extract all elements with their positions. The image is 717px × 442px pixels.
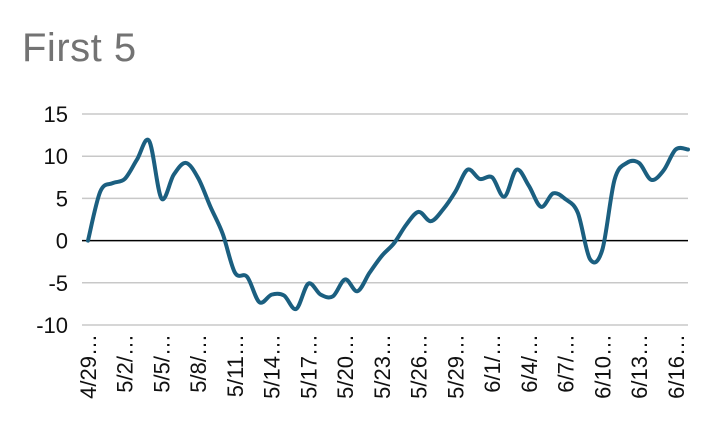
- x-tick-label: 6/16…: [664, 334, 689, 399]
- y-tick-label: -5: [48, 271, 68, 296]
- series-line: [86, 137, 690, 312]
- x-tick-label: 5/5/…: [149, 334, 174, 393]
- x-tick-label: 5/20…: [333, 334, 358, 399]
- y-tick-label: 10: [44, 144, 68, 169]
- x-tick-label: 5/17…: [296, 334, 321, 399]
- x-tick-label: 6/13…: [627, 334, 652, 399]
- x-tick-label: 5/8/…: [186, 334, 211, 393]
- x-tick-label: 5/23…: [370, 334, 395, 399]
- x-axis-ticks: 4/29… 5/2/… 5/5/… 5/8/… 5/11… 5/14… 5/17… 5/20……: [76, 334, 689, 399]
- series-layer: [86, 137, 690, 312]
- y-axis-ticks: -10 -5 0 5 10 15: [36, 102, 68, 338]
- y-tick-label: 0: [56, 229, 68, 254]
- x-tick-label: 5/11…: [223, 334, 248, 397]
- x-tick-label: 6/10…: [590, 334, 615, 399]
- y-tick-label: 15: [44, 102, 68, 127]
- gridlines: [82, 113, 688, 326]
- x-tick-label: 5/29…: [443, 334, 468, 399]
- chart-title: First 5: [22, 26, 137, 70]
- x-tick-label: 6/7/…: [554, 334, 579, 393]
- x-tick-label: 5/26…: [407, 334, 432, 399]
- x-tick-label: 6/4/…: [517, 334, 542, 393]
- x-tick-label: 5/14…: [260, 334, 285, 399]
- x-tick-label: 5/2/…: [113, 334, 138, 393]
- y-tick-label: -10: [36, 313, 68, 338]
- x-tick-label: 6/1/…: [480, 334, 505, 393]
- x-tick-label: 4/29…: [76, 334, 101, 399]
- y-tick-label: 5: [56, 186, 68, 211]
